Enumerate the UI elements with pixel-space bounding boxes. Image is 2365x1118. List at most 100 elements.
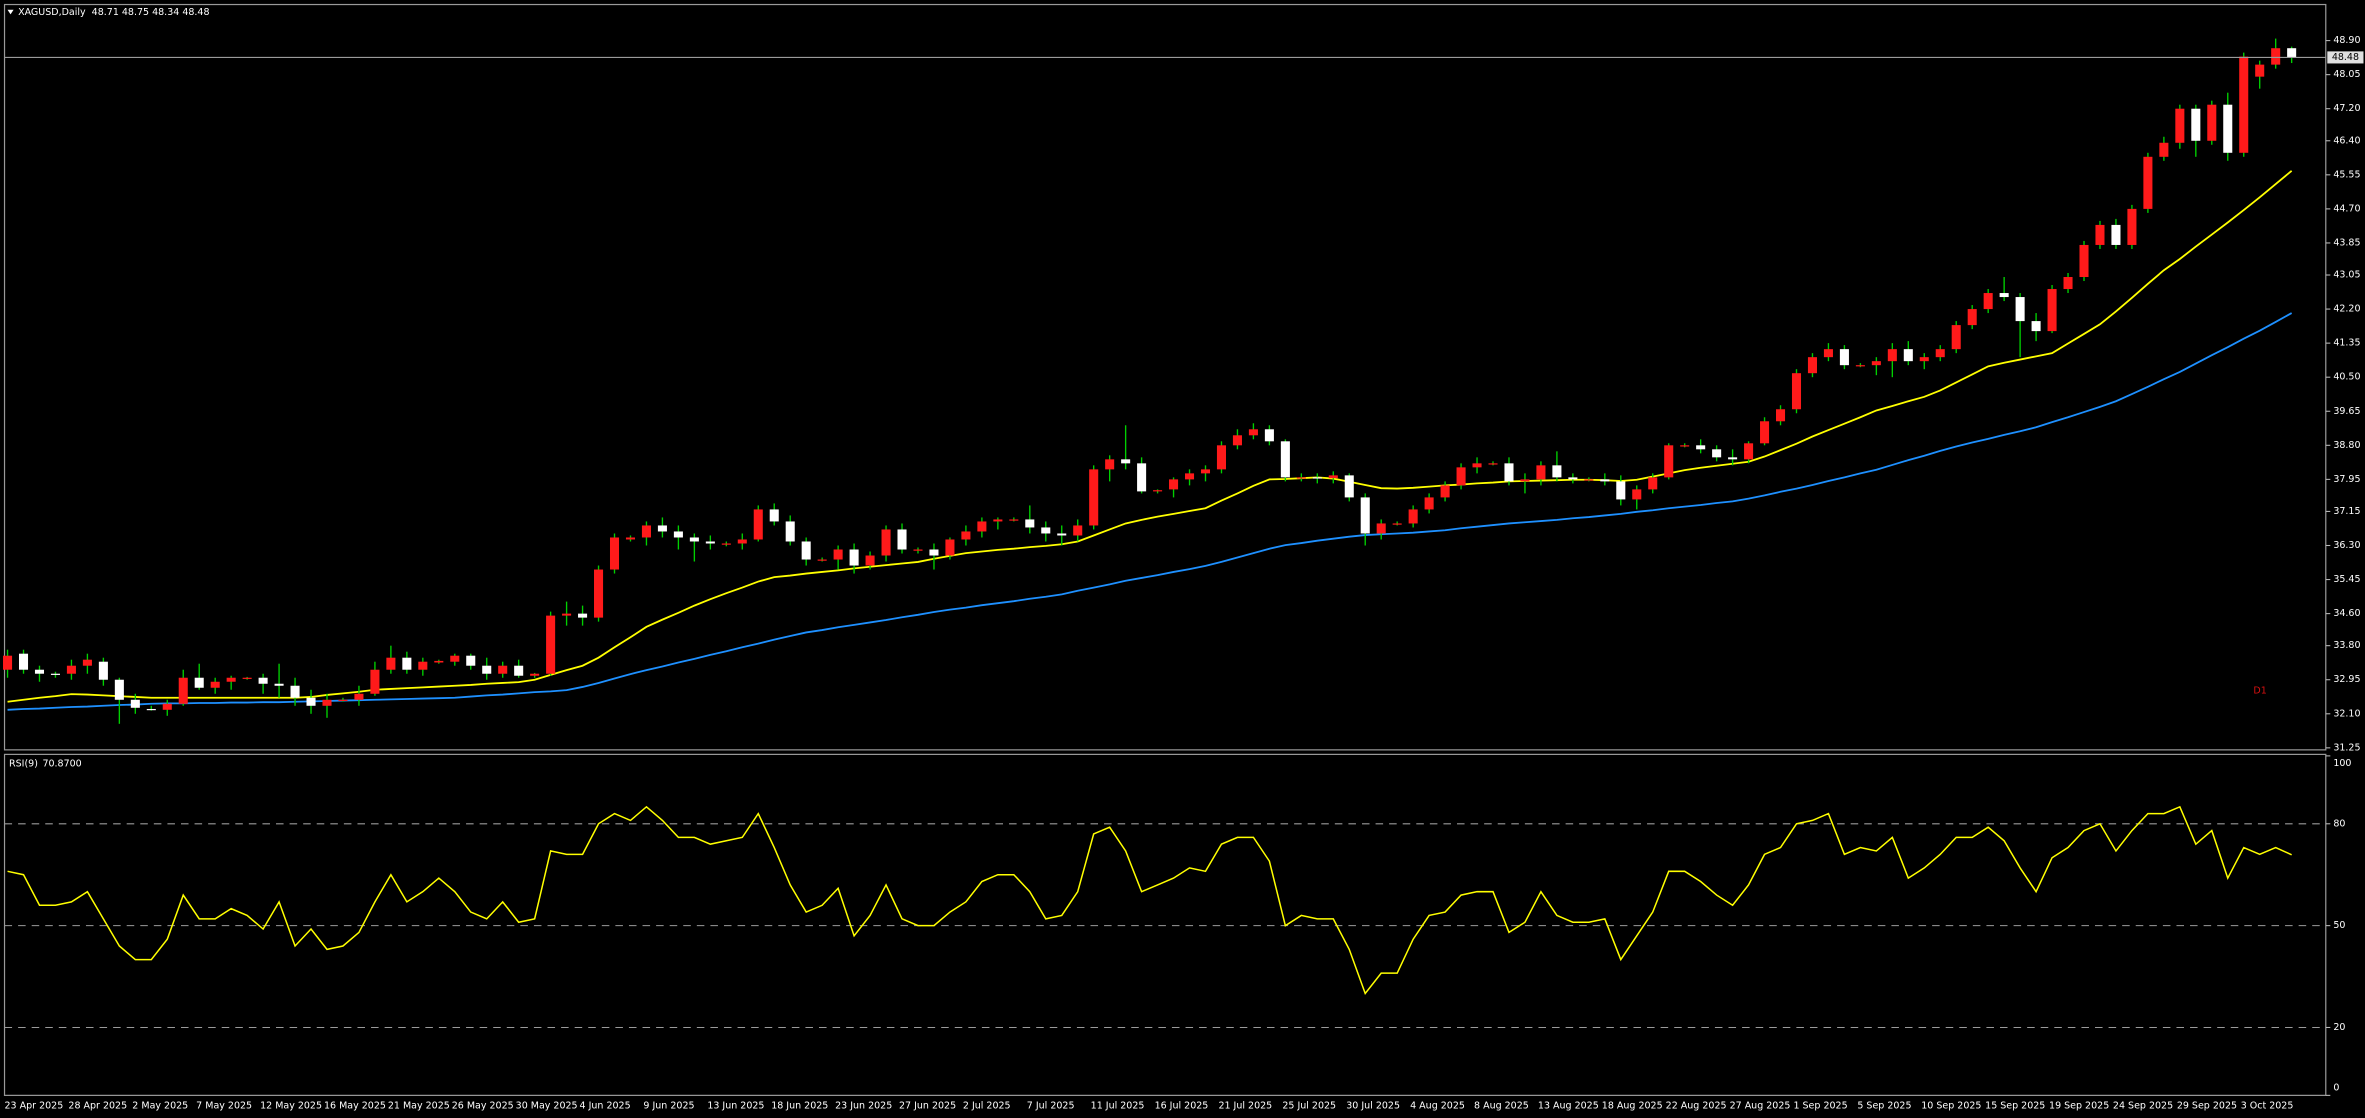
candle-body [1009,519,1019,521]
candle-body [1408,509,1418,524]
candle-body [1728,457,1738,460]
candle-body [82,659,92,666]
candle-body [1488,463,1498,465]
x-tick-label: 15 Sep 2025 [1985,1100,2045,1111]
y-tick-label: 37.15 [2333,506,2360,517]
candle-body [514,665,524,676]
candle-body [1871,361,1881,366]
candle-body [1185,473,1195,480]
candle-body [1105,459,1115,470]
candle-body [290,685,300,698]
candle-body [402,657,412,670]
candle-body [1552,465,1562,478]
candle-body [1264,429,1274,442]
candle-body [66,665,76,674]
candle-body [1360,497,1370,534]
candle-body [1153,490,1163,492]
y-tick-label: 43.85 [2333,237,2360,248]
candle-body [1137,463,1147,492]
candle-body [466,655,476,666]
x-tick-label: 10 Sep 2025 [1921,1100,1981,1111]
candle-body [370,669,380,694]
candle-body [178,677,188,704]
price-tag-label: 48.48 [2332,52,2359,63]
candle-body [1025,519,1035,528]
candle-body [498,665,508,674]
y-tick-label: 45.55 [2333,169,2360,180]
x-tick-label: 19 Sep 2025 [2049,1100,2109,1111]
candle-body [578,613,588,618]
candle-body [1712,449,1722,458]
candle-body [2095,224,2105,245]
candle-body [993,519,1003,522]
candle-body [1807,357,1817,374]
candle-body [609,537,620,570]
x-tick-label: 24 Sep 2025 [2113,1100,2173,1111]
y-tick-label: 34.60 [2333,608,2360,619]
y-tick-label: 42.20 [2333,304,2360,315]
candle-body [338,699,348,701]
candle-body [2143,156,2153,209]
rsi-title: RSI(9) [9,758,38,769]
candle-body [434,660,444,663]
candle-body [1903,349,1913,362]
candle-body [1839,349,1849,366]
candle-body [546,615,556,674]
candle-body [1760,421,1770,444]
y-tick-label: 33.80 [2333,640,2360,651]
x-tick-label: 1 Sep 2025 [1793,1100,1847,1111]
y-tick-label: 43.05 [2333,270,2360,281]
x-tick-label: 2 May 2025 [132,1100,188,1111]
candle-body [130,699,140,708]
candle-body [1232,435,1242,446]
candle-body [801,541,811,560]
x-tick-label: 12 May 2025 [260,1100,322,1111]
candle-body [833,549,843,560]
candle-body [562,613,572,616]
y-tick-label: 48.90 [2333,35,2360,46]
candle-body [1424,497,1434,510]
candle-body [929,549,939,556]
candle-body [705,541,715,544]
y-tick-label: 100 [2333,758,2351,769]
x-tick-label: 3 Oct 2025 [2241,1100,2294,1111]
candle-body [769,509,779,522]
candle-body [1648,477,1658,490]
candle-body [18,653,29,670]
candle-body [881,529,891,556]
candle-body [737,539,747,544]
candle-body [1280,441,1290,478]
menu-arrow[interactable] [7,9,14,15]
last-low: 48.34 [152,7,179,18]
candle-body [1057,533,1067,536]
rsi-last-value: 70.8700 [42,758,81,769]
y-tick-label: 32.95 [2333,674,2360,685]
y-tick-label: 35.45 [2333,574,2360,585]
x-tick-label: 29 Sep 2025 [2177,1100,2237,1111]
candle-body [1823,349,1833,358]
x-tick-label: 7 Jul 2025 [1027,1100,1075,1111]
rsi-line [7,805,2292,996]
candle-body [386,657,396,670]
candle-body [2127,208,2137,245]
x-tick-label: 13 Aug 2025 [1538,1100,1599,1111]
candle-body [530,673,540,676]
candle-body [1775,409,1786,422]
candle-body [1456,467,1466,486]
candle-body [2079,244,2089,278]
y-tick-label: 41.35 [2333,338,2360,349]
y-tick-label: 39.65 [2333,406,2360,417]
candle-body [1855,365,1865,367]
candle-body [274,683,284,686]
candle-body [98,661,108,680]
y-tick-label: 47.20 [2333,103,2360,114]
candle-body [194,677,204,688]
candle-body [162,703,172,710]
x-tick-label: 22 Aug 2025 [1666,1100,1727,1111]
candle-body [2207,104,2217,141]
y-tick-label: 50 [2333,920,2345,931]
candle-body [1919,357,1929,362]
y-tick-label: 37.95 [2333,474,2360,485]
candle-body [2015,297,2025,322]
